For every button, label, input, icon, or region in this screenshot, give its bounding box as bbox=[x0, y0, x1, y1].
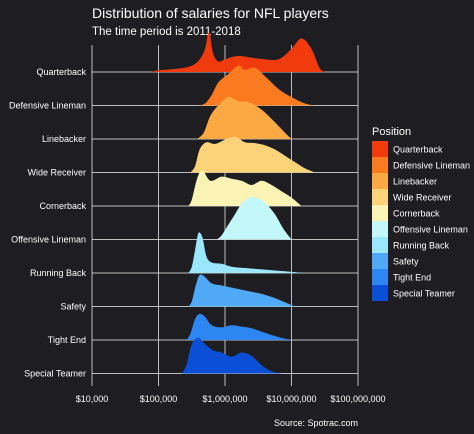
y-axis-labels: Quarterback Defensive Lineman Linebacker Wi… bbox=[9, 67, 87, 379]
ridge-quarterback bbox=[151, 32, 325, 72]
y-tick-label: Running Back bbox=[30, 268, 87, 278]
ridge-running-back bbox=[188, 232, 305, 273]
legend-swatch bbox=[372, 269, 388, 285]
legend-label: Cornerback bbox=[393, 209, 440, 219]
legend-swatch bbox=[372, 285, 388, 301]
chart-caption: Source: Spotrac.com bbox=[274, 418, 358, 428]
x-tick-label: $1,000,000 bbox=[202, 394, 247, 404]
legend-label: Running Back bbox=[393, 241, 450, 251]
ridge-defensive-lineman bbox=[198, 65, 315, 106]
legend-swatch bbox=[372, 173, 388, 189]
x-tick-label: $100,000 bbox=[140, 394, 178, 404]
chart-subtitle: The time period is 2011-2018 bbox=[92, 26, 241, 38]
y-tick-label: Special Teamer bbox=[24, 369, 86, 379]
y-tick-label: Quarterback bbox=[36, 67, 86, 77]
legend-swatch bbox=[372, 141, 388, 157]
legend-label: Wide Receiver bbox=[393, 193, 452, 203]
ridge-offensive-lineman bbox=[217, 197, 292, 240]
legend-label: Linebacker bbox=[393, 177, 437, 187]
y-tick-label: Offensive Lineman bbox=[11, 235, 86, 245]
x-tick-label: $100,000,000 bbox=[330, 394, 385, 404]
legend-swatch bbox=[372, 157, 388, 173]
legend-label: Special Teamer bbox=[393, 289, 455, 299]
legend-label: Quarterback bbox=[393, 145, 443, 155]
legend-label: Offensive Lineman bbox=[393, 225, 468, 235]
legend-swatch bbox=[372, 189, 388, 205]
legend-swatch bbox=[372, 253, 388, 269]
y-tick-label: Tight End bbox=[48, 335, 86, 345]
y-tick-label: Linebacker bbox=[42, 134, 86, 144]
ridge-linebacker bbox=[197, 96, 292, 139]
ridge-tight-end bbox=[186, 313, 292, 340]
ridge-cornerback bbox=[188, 170, 302, 206]
legend-label: Tight End bbox=[393, 273, 431, 283]
ridges bbox=[151, 32, 325, 374]
legend-title: Position bbox=[372, 126, 411, 138]
x-axis-labels: $10,000 $100,000 $1,000,000 $10,000,000 $100… bbox=[76, 394, 386, 404]
legend-swatch bbox=[372, 237, 388, 253]
y-tick-label: Defensive Lineman bbox=[9, 101, 86, 111]
y-tick-label: Wide Receiver bbox=[27, 168, 86, 178]
legend: Position Quarterback Defensive Lineman Lin… bbox=[372, 126, 470, 301]
x-tick-label: $10,000,000 bbox=[266, 394, 316, 404]
y-tick-label: Cornerback bbox=[39, 201, 86, 211]
legend-label: Defensive Lineman bbox=[393, 161, 470, 171]
legend-label: Safety bbox=[393, 257, 419, 267]
x-tick-label: $10,000 bbox=[76, 394, 109, 404]
legend-swatch bbox=[372, 221, 388, 237]
ridge-safety bbox=[188, 274, 295, 307]
legend-swatch bbox=[372, 205, 388, 221]
y-tick-label: Safety bbox=[60, 302, 86, 312]
chart-title: Distribution of salaries for NFL players bbox=[92, 5, 329, 21]
ridge-wide-receiver bbox=[190, 136, 315, 173]
ridge-special-teamer bbox=[181, 337, 282, 374]
